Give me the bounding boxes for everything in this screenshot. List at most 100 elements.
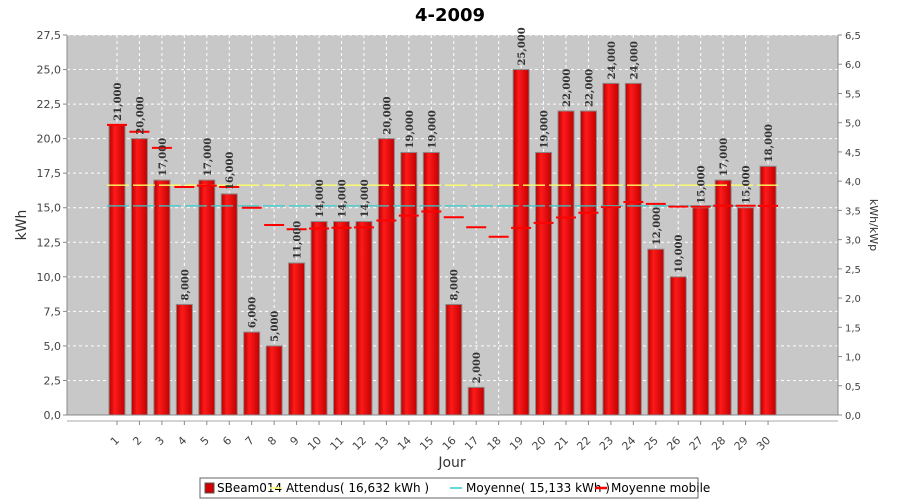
y2-tick-label: 4,5 [845,148,861,159]
data-label: 24,000 [607,41,618,79]
legend-label: SBeam014 [217,481,282,495]
x-tick-label: 26 [664,434,683,453]
x-tick-label: 21 [552,434,571,453]
bar [624,82,642,416]
bar [288,262,306,416]
y2-tick-label: 2,0 [845,294,861,305]
bar [153,179,171,416]
x-tick-label: 7 [243,434,257,448]
y2-tick-label: 3,0 [845,236,861,247]
data-label: 18,000 [764,124,775,162]
bar [243,331,261,416]
x-tick-label: 13 [372,434,391,453]
y-axis-title: kWh [14,210,30,241]
x-tick-label: 2 [130,434,144,448]
y2-tick-label: 5,5 [845,89,861,100]
data-label: 17,000 [158,138,169,176]
data-label: 12,000 [652,207,663,245]
y-tick-label: 0,0 [44,409,62,422]
data-label: 8,000 [180,269,191,300]
bar [467,386,485,416]
x-tick-label: 18 [485,434,504,453]
x-tick-label: 10 [305,434,324,453]
bar [377,138,395,416]
data-label: 5,000 [270,311,281,342]
data-label: 20,000 [135,96,146,134]
x-tick-label: 3 [153,434,167,448]
bar [557,110,575,416]
data-label: 14,000 [360,179,371,217]
bar [669,276,687,416]
data-label: 20,000 [382,96,393,134]
data-label: 8,000 [450,269,461,300]
x-tick-label: 4 [175,434,189,448]
bar [602,82,620,416]
bar [400,151,418,416]
y-tick-label: 7,5 [44,305,62,318]
bar [579,110,597,416]
data-label: 21,000 [113,83,124,121]
legend: SBeam014 Attendus( 16,632 kWh ) Moyenne( 1… [199,477,710,499]
x-tick-label: 6 [220,434,234,448]
legend-label: Moyenne mobile [611,481,710,495]
bar [310,221,328,416]
x-tick-label: 5 [198,434,212,448]
bar [130,138,148,416]
x-tick-label: 9 [288,434,302,448]
y2-tick-label: 0,0 [845,411,861,422]
legend-box [199,477,699,499]
bar [265,345,283,416]
x-tick-label: 25 [642,434,661,453]
bar [445,303,463,416]
data-labels: 21,000 20,000 17,000 8,000 17,000 16,000 6,000… [113,27,775,383]
y-tick-label: 10,0 [37,271,62,284]
y2-tick-label: 3,5 [845,206,861,217]
data-label: 14,000 [338,179,349,217]
legend-label: Moyenne( 15,133 kWh ) [466,481,610,495]
data-label: 19,000 [427,110,438,148]
x-tick-label: 27 [687,434,706,453]
bar [714,179,732,416]
y-tick-label: 22,5 [37,98,62,111]
data-label: 11,000 [293,221,304,259]
x-tick-label: 28 [709,434,728,453]
y2-tick-label: 6,0 [845,60,861,71]
x-tick-label: 19 [507,434,526,453]
x-tick-label: 15 [417,434,436,453]
data-label: 6,000 [248,297,259,328]
data-label: 15,000 [742,165,753,203]
y-tick-label: 5,0 [44,340,62,353]
y-tick-label: 12,5 [37,236,62,249]
y-tick-label: 17,5 [37,167,62,180]
bar [512,69,530,416]
data-label: 17,000 [719,138,730,176]
data-label: 15,000 [697,165,708,203]
y2-tick-label: 6,5 [845,31,861,42]
reference-lines [107,123,779,238]
y-tick-label: 20,0 [37,133,62,146]
data-label: 19,000 [540,110,551,148]
x-tick-label: 20 [530,434,549,453]
y-tick-label: 27,5 [37,29,62,42]
x-tick-label: 17 [462,434,481,453]
bar [647,248,665,416]
y2-tick-label: 2,5 [845,265,861,276]
y2-tick-label: 1,0 [845,353,861,364]
y2-tick-label: 0,5 [845,382,861,393]
bar [108,124,126,416]
x-tick-label: 24 [619,434,638,453]
x-tick-label: 11 [328,434,347,453]
data-label: 25,000 [517,27,528,65]
x-tick-label: 23 [597,434,616,453]
data-label: 24,000 [629,41,640,79]
y-tick-label: 25,0 [37,64,62,77]
x-tick-label: 29 [732,434,751,453]
y2-tick-label: 4,0 [845,177,861,188]
data-label: 14,000 [315,179,326,217]
data-label: 16,000 [225,152,236,190]
legend-swatch [204,482,215,494]
bar [175,303,193,416]
x-tick-label: 1 [108,434,122,448]
bar [333,221,350,416]
